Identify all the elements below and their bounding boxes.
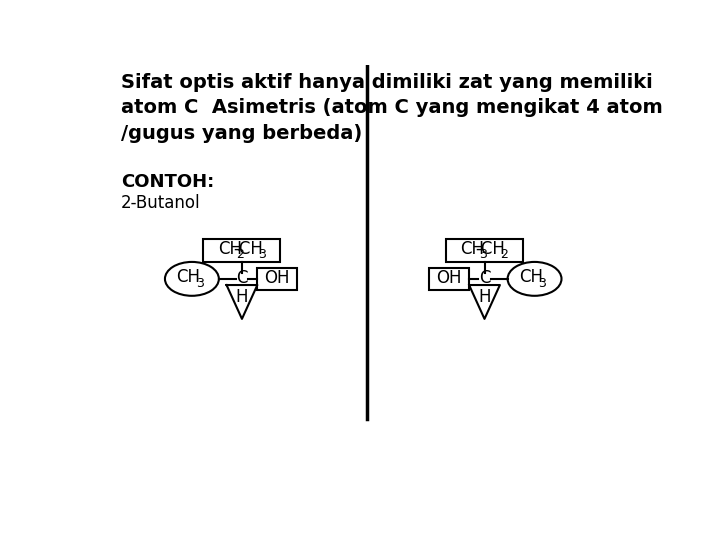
- Text: OH: OH: [436, 269, 462, 287]
- Text: 2: 2: [236, 248, 244, 261]
- Text: 3: 3: [258, 248, 266, 261]
- Text: C: C: [236, 269, 248, 287]
- Text: CH: CH: [460, 240, 484, 258]
- Text: 3: 3: [479, 248, 487, 261]
- Text: C: C: [479, 269, 490, 287]
- Text: Sifat optis aktif hanya dimiliki zat yang memiliki
atom C  Asimetris (atom C yan: Sifat optis aktif hanya dimiliki zat yan…: [121, 72, 663, 143]
- Text: -CH: -CH: [233, 240, 263, 258]
- Text: 2-Butanol: 2-Butanol: [121, 194, 201, 212]
- Text: OH: OH: [265, 269, 290, 287]
- Text: H: H: [478, 288, 491, 306]
- Text: 3: 3: [196, 277, 204, 290]
- Text: H: H: [235, 288, 248, 306]
- Text: CONTOH:: CONTOH:: [121, 173, 215, 191]
- Text: 3: 3: [539, 277, 546, 290]
- Text: CH: CH: [518, 268, 543, 286]
- Text: CH: CH: [176, 268, 200, 286]
- Text: 2: 2: [500, 248, 508, 261]
- Text: CH: CH: [217, 240, 242, 258]
- Text: -CH: -CH: [476, 240, 505, 258]
